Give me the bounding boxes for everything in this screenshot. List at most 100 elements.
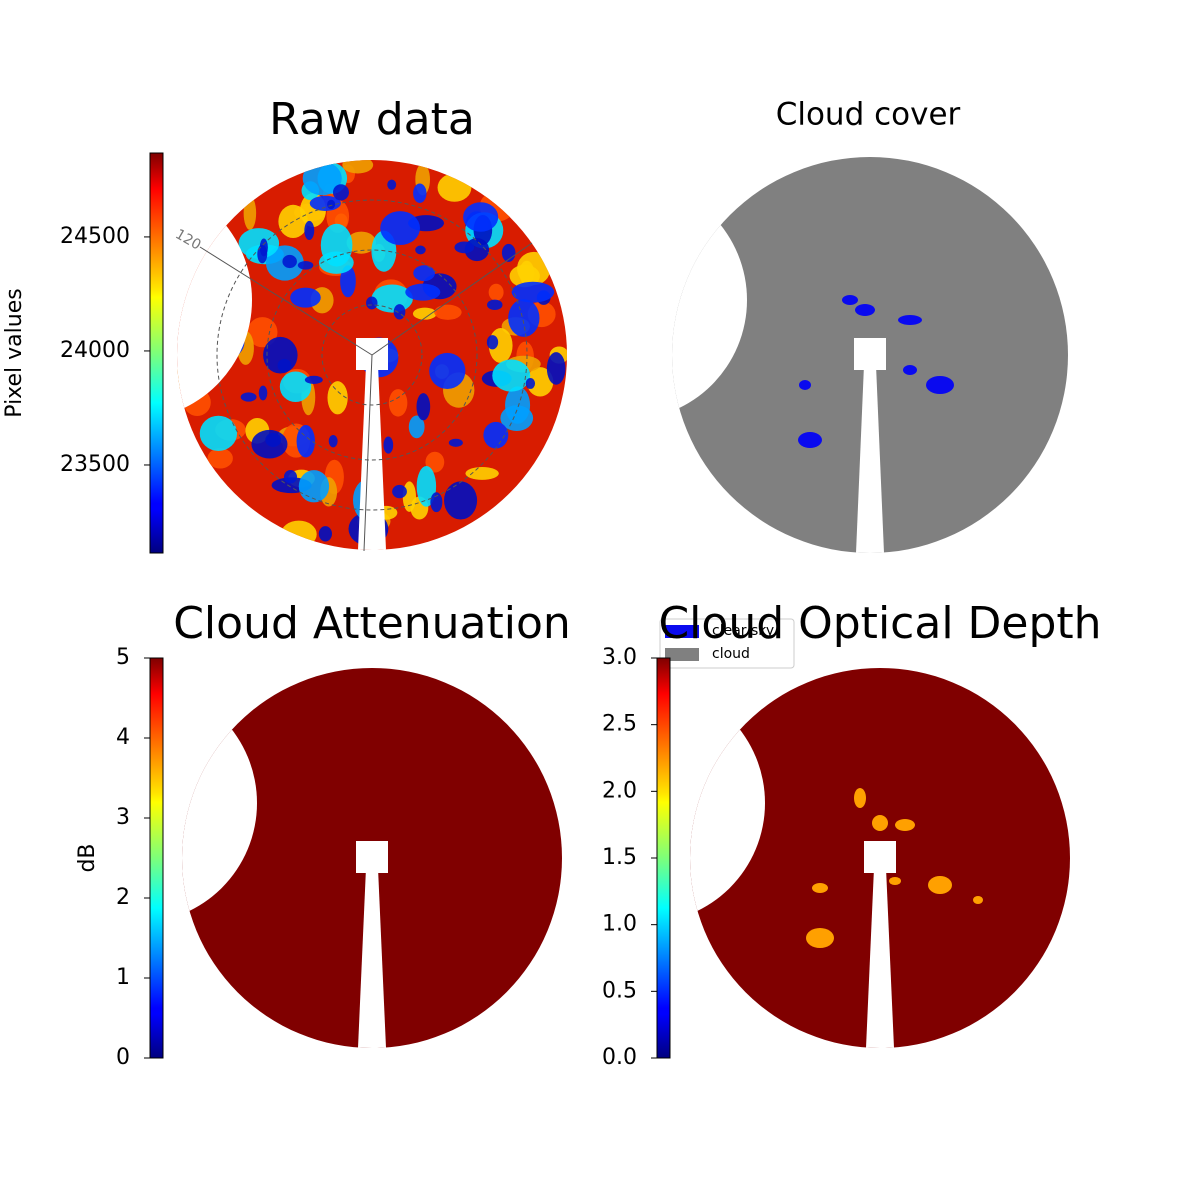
sky-blob (383, 436, 394, 454)
sky-blob (465, 466, 499, 480)
colorbar-tick-label: 0 (116, 1045, 130, 1070)
sky-blob (854, 788, 866, 808)
sky-blob (302, 161, 342, 196)
colorbar (656, 657, 671, 1059)
sky-blob (486, 335, 499, 350)
sky-blob (340, 265, 356, 298)
sky-blob (392, 484, 407, 499)
sky-blob (413, 265, 435, 282)
polar-grid (321, 304, 423, 406)
sky-blob (926, 376, 954, 394)
sky-blob (297, 260, 314, 270)
polar-axis (371, 242, 533, 356)
sky-blob (799, 380, 811, 390)
colorbar-tick-label: 5 (116, 645, 130, 670)
sky-blob (283, 469, 298, 484)
sky-blob (240, 392, 257, 402)
sky-blob (903, 365, 917, 375)
sky-blob (463, 202, 499, 232)
panel-title: Raw data (269, 94, 475, 145)
sky-blob (332, 184, 349, 201)
sky-blob (416, 393, 431, 421)
sky-blob (366, 296, 378, 310)
sky-blob (207, 448, 233, 469)
sky-blob (408, 415, 425, 439)
sky-blob (258, 385, 268, 401)
sky-blob (889, 877, 901, 885)
sky-blob (257, 244, 268, 264)
panel-title: Cloud Attenuation (173, 598, 571, 649)
colorbar-tick-label: 1.5 (602, 845, 637, 870)
sky-blob (872, 815, 888, 831)
colorbar (149, 152, 164, 554)
sky-blob (318, 526, 332, 542)
sky-blob (434, 304, 462, 320)
sky-blob (346, 231, 377, 254)
sky-blob (806, 928, 834, 948)
sky-blob (247, 317, 278, 348)
mask-center (864, 841, 896, 873)
sky-blob (251, 429, 288, 459)
sky-blob (973, 896, 983, 904)
polar-grid (216, 199, 528, 511)
sky-blob (855, 304, 875, 316)
sky-blob (526, 367, 554, 397)
sky-blob (342, 160, 374, 174)
sky-blob (429, 352, 466, 390)
sky-blob (290, 287, 321, 308)
sky-blob (842, 295, 858, 305)
polar-axis (363, 354, 373, 552)
sky-blob (298, 470, 330, 503)
colorbar-tick-label: 2.5 (602, 712, 637, 737)
sky-blob (199, 415, 238, 451)
colorbar-tick-label: 1.0 (602, 912, 637, 937)
sky-blob (327, 381, 348, 415)
panel: 120 Raw data 23500 24000 24500 Pixel values (2, 94, 567, 554)
sky-blob (387, 179, 397, 190)
legend-label: clear sky (712, 623, 774, 639)
sky-blob (812, 883, 828, 893)
colorbar-tick-label: 4 (116, 725, 130, 750)
sky-blob (282, 254, 297, 269)
colorbar-tick-label: 3.0 (602, 645, 637, 670)
sky-blob (511, 281, 555, 303)
sky-blob (296, 425, 315, 458)
colorbar-tick-label: 24000 (60, 338, 130, 363)
colorbar-tick-label: 0.0 (602, 1045, 637, 1070)
panel: Cloud Optical Depth 0.0 0.5 1.0 1.5 2.0 2.5 3.0 (602, 598, 1102, 1070)
sky-blob (425, 451, 445, 473)
mask-center (854, 338, 886, 370)
sky-blob (500, 405, 534, 432)
colorbar-tick-label: 1 (116, 965, 130, 990)
polar-grid (266, 249, 478, 461)
sky-blob (416, 465, 437, 507)
sky-blob (304, 220, 315, 241)
sky-blob (327, 199, 336, 210)
sky-blob (318, 251, 354, 274)
mask-notch (177, 180, 252, 420)
sky-blob (304, 375, 323, 384)
sky-blob (413, 183, 427, 203)
panel: Cloud Attenuation 0 1 2 3 4 5 dB (75, 598, 571, 1070)
legend: clear sky cloud (659, 618, 795, 669)
panel-title: Cloud cover (776, 97, 961, 133)
sky-blob (488, 283, 504, 301)
sky-blob (430, 492, 443, 513)
sky-blob (412, 307, 437, 320)
sky-blob (928, 876, 952, 894)
sky-blob (279, 371, 312, 402)
sky-blob (405, 283, 441, 301)
sky-blob (238, 228, 280, 259)
sky-blob (508, 299, 540, 337)
sky-blob (483, 421, 509, 449)
mask-wedge (866, 868, 894, 1048)
panel: Cloud cover (672, 97, 1068, 553)
sky-blob (437, 173, 472, 202)
sky-blob (243, 196, 257, 230)
colorbar-tick-label: 24500 (60, 224, 130, 249)
colorbar-label: Pixel values (2, 288, 27, 417)
legend-swatch (665, 625, 699, 638)
sky-blob (487, 299, 503, 311)
sky-blob (371, 284, 413, 313)
